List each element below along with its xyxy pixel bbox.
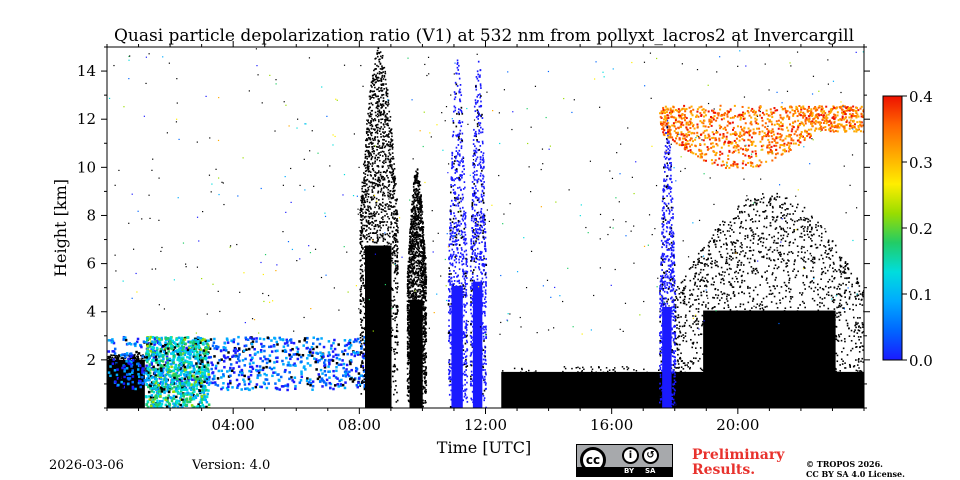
date-label: 2026-03-06 — [49, 458, 124, 473]
y-tick-label: 10 — [77, 158, 96, 176]
x-tick-label: 20:00 — [716, 416, 759, 434]
x-tick-label: 12:00 — [464, 416, 507, 434]
copyright-line-1: © TROPOS 2026. — [806, 459, 883, 469]
copyright-line-2: CC BY SA 4.0 License. — [806, 469, 905, 479]
cc-license-badge: cc i ↺ BY SA — [576, 444, 673, 477]
preliminary-notice: Preliminary Results. — [692, 448, 784, 478]
y-tick-label: 8 — [86, 206, 96, 224]
x-tick-label: 08:00 — [338, 416, 381, 434]
preliminary-line-2: Results. — [692, 462, 756, 478]
y-axis-label: Height [km] — [51, 179, 70, 277]
feature-aerosol-2 — [144, 335, 211, 408]
colorbar-tick-label: 0.2 — [909, 220, 933, 238]
colorbar-tick-label: 0.3 — [909, 154, 933, 172]
y-tick-label: 12 — [77, 110, 96, 128]
x-tick-label: 04:00 — [212, 416, 255, 434]
y-tick-label: 2 — [86, 351, 96, 369]
noise-points — [108, 48, 864, 336]
feature-blue-column-6 — [469, 60, 488, 408]
y-tick-label: 14 — [77, 62, 96, 80]
sa-icon: ↺ — [642, 447, 659, 464]
colorbar-tick-label: 0.0 — [909, 352, 933, 370]
y-tick-label: 4 — [86, 303, 96, 321]
sa-label: SA — [645, 467, 656, 475]
copyright-notice: © TROPOS 2026. CC BY SA 4.0 License. — [806, 459, 905, 479]
feature-black-column-4 — [406, 168, 428, 408]
colorbar-tick-label: 0.4 — [909, 88, 933, 106]
feature-black-column-3 — [359, 47, 399, 408]
feature-black-column-9 — [674, 192, 864, 408]
x-tick-label: 16:00 — [590, 416, 633, 434]
y-tick-label: 6 — [86, 255, 96, 273]
colorbar-axis: 0.0 0.1 0.2 0.3 0.4 — [902, 88, 933, 370]
x-axis: 04:00 08:00 12:00 16:00 20:00 — [106, 41, 865, 434]
data-layer — [107, 47, 864, 408]
by-icon: i — [622, 447, 639, 464]
preliminary-line-1: Preliminary — [692, 447, 785, 463]
y-axis: 2 4 6 8 10 12 14 — [77, 46, 870, 409]
colorbar — [882, 95, 903, 361]
chart-title: Quasi particle depolarization ratio (V1)… — [114, 26, 854, 46]
feature-blue-column-5 — [447, 59, 469, 408]
version-label: Version: 4.0 — [192, 458, 271, 473]
by-label: BY — [624, 467, 635, 475]
x-axis-label: Time [UTC] — [437, 438, 531, 457]
badge-strip — [577, 467, 672, 476]
feature-cirrus-10 — [659, 104, 864, 170]
colorbar-tick-label: 0.1 — [909, 286, 933, 304]
